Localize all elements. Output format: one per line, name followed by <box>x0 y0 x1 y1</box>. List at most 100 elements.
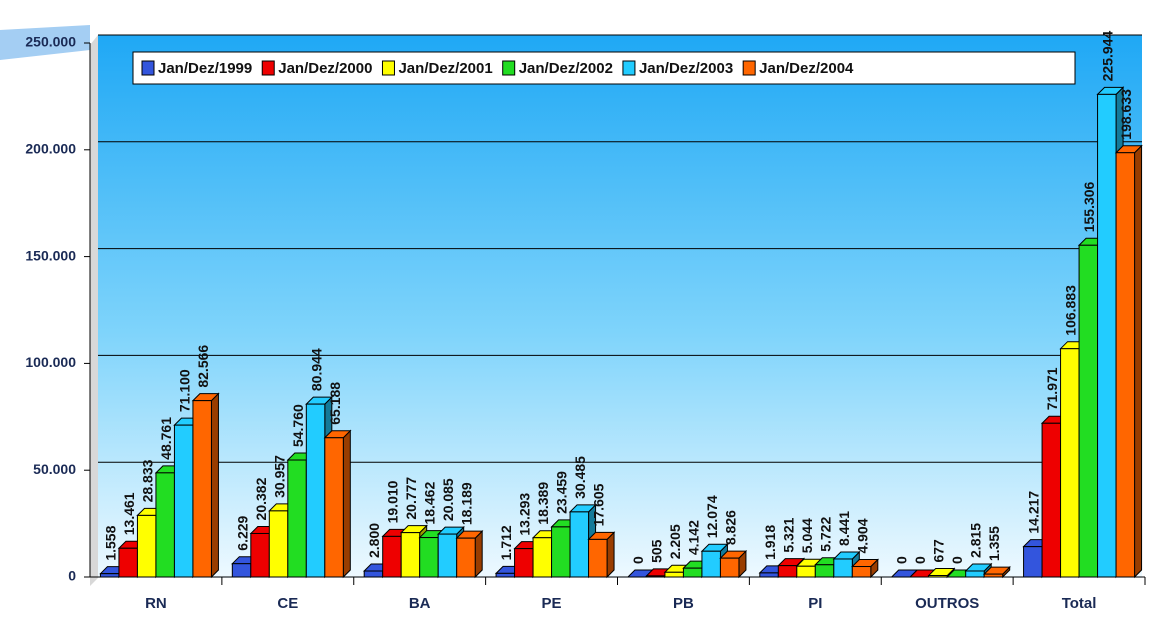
value-label: 65.188 <box>327 382 343 425</box>
bar <box>645 575 666 578</box>
value-label: 0 <box>949 556 965 564</box>
bar <box>456 537 476 578</box>
value-label: 6.229 <box>234 515 250 550</box>
bar <box>1078 244 1099 578</box>
bar <box>814 564 835 578</box>
value-label: 71.100 <box>176 369 192 412</box>
bar <box>495 572 516 578</box>
y-tick-label: 50.000 <box>33 461 76 477</box>
legend-swatch <box>141 60 155 76</box>
value-label: 4.904 <box>854 518 870 553</box>
bar <box>851 566 872 578</box>
value-label: 1.355 <box>986 526 1002 561</box>
bar <box>99 573 120 578</box>
value-label: 80.944 <box>308 348 324 391</box>
value-label: 505 <box>648 539 664 563</box>
value-label: 20.085 <box>440 478 456 521</box>
bar <box>514 548 534 578</box>
x-tick-label: Total <box>1062 595 1097 612</box>
bar <box>682 567 703 578</box>
bar <box>588 538 608 578</box>
value-label: 13.293 <box>517 493 533 536</box>
legend-label: Jan/Dez/2002 <box>519 60 613 77</box>
bar <box>363 570 384 578</box>
value-label: 28.833 <box>139 459 155 502</box>
bar <box>136 514 157 578</box>
legend-label: Jan/Dez/2004 <box>759 60 854 77</box>
x-tick-label: CE <box>277 595 298 612</box>
value-label: 1.712 <box>498 525 514 560</box>
value-label: 677 <box>931 539 947 563</box>
value-label: 1.558 <box>102 525 118 560</box>
value-label: 13.461 <box>121 492 137 535</box>
x-tick-label: PE <box>542 595 562 612</box>
bar <box>1097 93 1117 578</box>
bar <box>777 565 798 578</box>
bar <box>965 570 985 578</box>
bar-side-shade <box>607 532 615 577</box>
bar <box>173 424 194 578</box>
value-label: 106.883 <box>1063 285 1079 336</box>
value-label: 0 <box>894 556 910 564</box>
x-tick-label: RN <box>145 595 167 612</box>
value-label: 14.217 <box>1026 491 1042 534</box>
bar <box>551 526 571 578</box>
value-label: 155.306 <box>1081 181 1097 232</box>
legend-swatch <box>622 60 636 76</box>
bar <box>268 510 289 578</box>
value-label: 18.389 <box>535 482 551 525</box>
bar <box>983 573 1004 578</box>
bar-side-shade <box>1134 145 1142 577</box>
bar <box>305 403 326 578</box>
bar <box>532 537 553 578</box>
x-tick-label: PB <box>673 595 694 612</box>
value-label: 18.189 <box>459 482 475 525</box>
plot-area <box>98 35 1142 578</box>
x-tick-label: BA <box>409 595 431 612</box>
bar <box>437 533 458 578</box>
bar <box>928 575 948 578</box>
x-tick-label: PI <box>808 595 822 612</box>
bar <box>382 535 402 578</box>
value-label: 17.605 <box>591 483 607 526</box>
legend-swatch <box>742 60 756 76</box>
bar <box>419 537 439 578</box>
bar <box>231 563 252 578</box>
value-label: 5.044 <box>799 518 815 553</box>
y-tick-label: 200.000 <box>25 141 76 157</box>
value-label: 8.441 <box>836 511 852 546</box>
value-label: 30.485 <box>572 456 588 499</box>
value-label: 8.826 <box>722 510 738 545</box>
legend-box <box>132 51 1076 85</box>
bar-side-shade <box>870 559 878 577</box>
y-tick-label: 150.000 <box>25 247 76 263</box>
bar-side-shade <box>1002 567 1010 577</box>
legend-label: Jan/Dez/1999 <box>158 60 252 77</box>
bar <box>118 547 138 578</box>
value-label: 19.010 <box>385 480 401 523</box>
value-label: 30.957 <box>271 455 287 498</box>
legend-label: Jan/Dez/2000 <box>278 60 372 77</box>
bar <box>287 459 307 578</box>
value-label: 225.944 <box>1100 31 1116 82</box>
value-label: 23.459 <box>554 471 570 514</box>
bar <box>192 400 212 578</box>
y-tick-label: 0 <box>68 568 76 584</box>
bar <box>701 550 721 578</box>
value-label: 2.815 <box>968 523 984 558</box>
value-label: 71.971 <box>1044 367 1060 410</box>
bar <box>833 558 853 578</box>
bar <box>759 572 779 578</box>
bar <box>719 557 740 578</box>
legend-label: Jan/Dez/2003 <box>639 60 733 77</box>
value-label: 20.382 <box>253 477 269 520</box>
value-label: 1.918 <box>762 525 778 560</box>
legend-swatch <box>381 60 395 76</box>
bar <box>664 571 684 578</box>
bar-side-shade <box>738 551 746 577</box>
bar <box>796 565 816 578</box>
bar <box>324 437 344 578</box>
legend-swatch <box>261 60 275 76</box>
bar <box>1023 546 1043 578</box>
